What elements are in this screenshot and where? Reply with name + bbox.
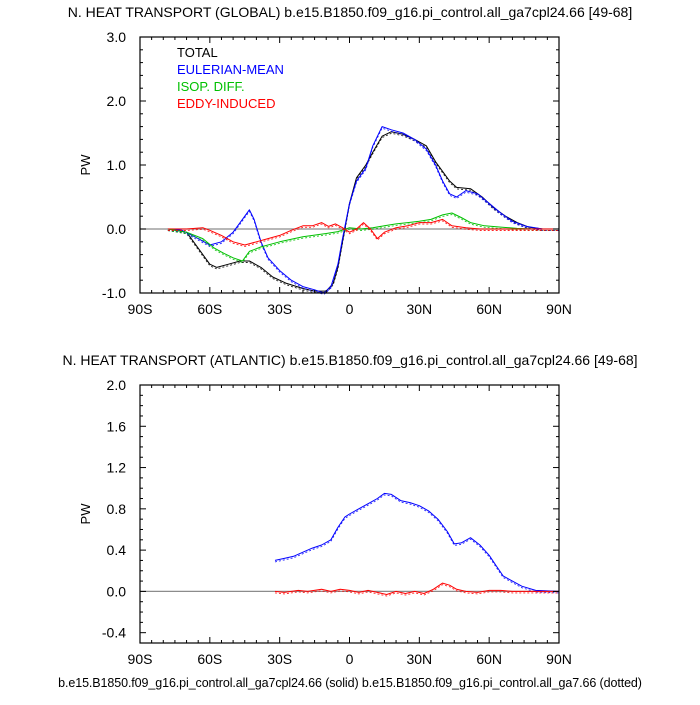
y-tick-label: 3.0 (107, 29, 127, 45)
x-tick-label: 90S (128, 651, 153, 667)
y-tick-label: -1.0 (102, 285, 126, 301)
series-line-eulerian-mean (167, 126, 559, 294)
legend-entry: EULERIAN-MEAN (177, 62, 284, 77)
y-axis-label: PW (78, 503, 93, 525)
chart-title: N. HEAT TRANSPORT (ATLANTIC) b.e15.B1850… (62, 352, 637, 368)
x-tick-label: 0 (346, 301, 354, 317)
x-tick-label: 30N (406, 301, 432, 317)
legend-entry: EDDY-INDUCED (177, 96, 275, 111)
x-tick-label: 90S (128, 301, 153, 317)
x-tick-label: 60N (476, 301, 502, 317)
x-tick-label: 60S (197, 651, 222, 667)
y-axis-label: PW (78, 154, 93, 176)
x-tick-label: 90N (546, 301, 572, 317)
x-tick-label: 30N (406, 651, 432, 667)
legend-entry: TOTAL (177, 45, 218, 60)
legend-entry: ISOP. DIFF. (177, 79, 245, 94)
y-tick-label: 2.0 (107, 377, 127, 393)
y-tick-label: 0.4 (107, 542, 127, 558)
x-tick-label: 60N (476, 651, 502, 667)
series-dotted-eulerian-mean (274, 494, 560, 594)
y-tick-label: 1.2 (107, 460, 127, 476)
chart-1: N. HEAT TRANSPORT (GLOBAL) b.e15.B1850.f… (68, 4, 632, 317)
series-line-eulerian-mean (274, 492, 560, 592)
y-tick-label: 0.8 (107, 501, 127, 517)
y-tick-label: 0.0 (107, 221, 127, 237)
x-tick-label: 30S (267, 651, 292, 667)
y-tick-label: -0.4 (102, 625, 126, 641)
chart-2: N. HEAT TRANSPORT (ATLANTIC) b.e15.B1850… (62, 352, 637, 667)
series-line-total (167, 131, 559, 292)
series-dotted-isop-diff (167, 214, 559, 264)
x-tick-label: 0 (346, 651, 354, 667)
series-line-eddy-induced (274, 582, 559, 595)
chart-title: N. HEAT TRANSPORT (GLOBAL) b.e15.B1850.f… (68, 4, 632, 20)
y-tick-label: 0.0 (107, 583, 127, 599)
y-tick-label: 2.0 (107, 93, 127, 109)
x-tick-label: 60S (197, 301, 222, 317)
y-tick-label: 1.6 (107, 418, 127, 434)
series-dotted-eddy-induced (167, 220, 559, 247)
series-line-isop-diff (167, 212, 559, 262)
x-tick-label: 30S (267, 301, 292, 317)
series-dotted-eulerian-mean (167, 127, 559, 296)
series-line-eddy-induced (167, 218, 559, 246)
footer-caption: b.e15.B1850.f09_g16.pi_control.all_ga7cp… (58, 676, 642, 690)
x-tick-label: 90N (546, 651, 572, 667)
y-tick-label: 1.0 (107, 157, 127, 173)
series-dotted-eddy-induced (274, 584, 559, 597)
